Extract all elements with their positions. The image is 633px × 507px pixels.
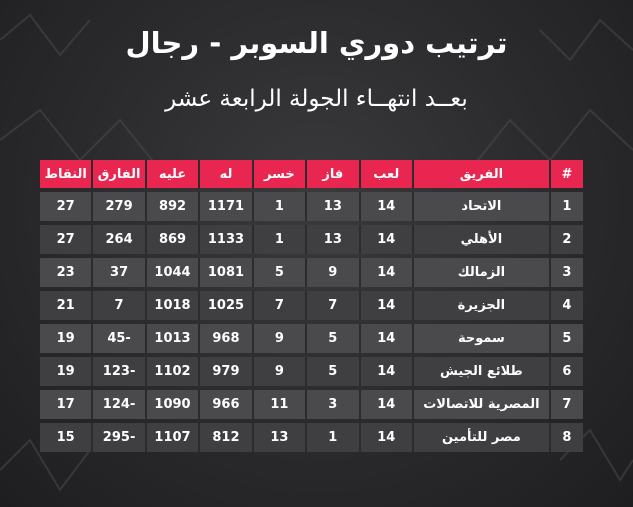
col-header-points-against: عليه xyxy=(144,160,199,188)
cell-difference: 7 xyxy=(91,291,145,320)
cell-played: 14 xyxy=(358,225,412,254)
cell-points: 27 xyxy=(40,225,92,254)
cell-points: 17 xyxy=(40,390,92,419)
page-title: ترتيب دوري السوبر - رجال xyxy=(125,26,508,60)
cell-lost: 5 xyxy=(251,258,306,287)
col-header-difference: الفارق xyxy=(91,160,145,188)
cell-team: طلائع الجيش xyxy=(411,357,549,386)
cell-won: 9 xyxy=(305,258,359,287)
cell-won: 13 xyxy=(305,192,359,221)
col-header-won: فاز xyxy=(305,160,359,188)
col-header-points-for: له xyxy=(198,160,252,188)
page-subtitle: بعــد انتهــاء الجولة الرابعة عشر xyxy=(165,86,468,112)
table-row: 5 سموحة 14 5 9 968 1013 -45 19 xyxy=(40,324,583,353)
table-row: 7 المصرية للاتصالات 14 3 11 966 1090 -12… xyxy=(40,390,583,419)
cell-points-for: 1171 xyxy=(198,192,252,221)
cell-played: 14 xyxy=(358,324,412,353)
cell-difference: 37 xyxy=(91,258,145,287)
table-row: 3 الزمالك 14 9 5 1081 1044 37 23 xyxy=(40,258,583,287)
cell-points: 19 xyxy=(40,324,92,353)
cell-points-for: 968 xyxy=(198,324,252,353)
cell-difference: 279 xyxy=(91,192,145,221)
cell-team: المصرية للاتصالات xyxy=(411,390,549,419)
cell-points-against: 869 xyxy=(144,225,199,254)
table-row: 4 الجزيرة 14 7 7 1025 1018 7 21 xyxy=(40,291,583,320)
cell-points-for: 1133 xyxy=(198,225,252,254)
cell-points: 15 xyxy=(40,423,92,452)
col-header-rank: # xyxy=(548,160,583,188)
cell-played: 14 xyxy=(358,258,412,287)
cell-lost: 9 xyxy=(251,357,306,386)
cell-difference: 264 xyxy=(91,225,145,254)
cell-points-for: 979 xyxy=(198,357,252,386)
cell-points-against: 1018 xyxy=(144,291,199,320)
cell-points: 23 xyxy=(40,258,92,287)
table-header-row: # الفريق لعب فاز خسر له عليه الفارق النق… xyxy=(40,160,583,188)
cell-points-for: 1025 xyxy=(198,291,252,320)
cell-difference: -45 xyxy=(91,324,145,353)
cell-played: 14 xyxy=(358,423,412,452)
cell-team: مصر للتأمين xyxy=(411,423,549,452)
cell-played: 14 xyxy=(358,390,412,419)
cell-team: الزمالك xyxy=(411,258,549,287)
cell-played: 14 xyxy=(358,192,412,221)
cell-lost: 1 xyxy=(251,225,306,254)
col-header-points: النقاط xyxy=(40,160,92,188)
cell-difference: -124 xyxy=(91,390,145,419)
cell-rank: 8 xyxy=(548,423,583,452)
cell-lost: 7 xyxy=(251,291,306,320)
table-row: 6 طلائع الجيش 14 5 9 979 1102 -123 19 xyxy=(40,357,583,386)
cell-points: 19 xyxy=(40,357,92,386)
cell-points-for: 1081 xyxy=(198,258,252,287)
col-header-lost: خسر xyxy=(251,160,306,188)
cell-points-for: 966 xyxy=(198,390,252,419)
cell-points: 27 xyxy=(40,192,92,221)
cell-won: 5 xyxy=(305,357,359,386)
cell-points-against: 892 xyxy=(144,192,199,221)
cell-points-against: 1107 xyxy=(144,423,199,452)
cell-team: الاتحاد xyxy=(411,192,549,221)
col-header-team: الفريق xyxy=(411,160,549,188)
cell-difference: -123 xyxy=(91,357,145,386)
cell-points-against: 1102 xyxy=(144,357,199,386)
cell-rank: 5 xyxy=(548,324,583,353)
cell-difference: -295 xyxy=(91,423,145,452)
col-header-played: لعب xyxy=(358,160,412,188)
cell-won: 13 xyxy=(305,225,359,254)
cell-points: 21 xyxy=(40,291,92,320)
cell-won: 1 xyxy=(305,423,359,452)
standings-table: # الفريق لعب فاز خسر له عليه الفارق النق… xyxy=(40,156,583,456)
cell-rank: 3 xyxy=(548,258,583,287)
table-row: 1 الاتحاد 14 13 1 1171 892 279 27 xyxy=(40,192,583,221)
table-row: 8 مصر للتأمين 14 1 13 812 1107 -295 15 xyxy=(40,423,583,452)
cell-points-against: 1090 xyxy=(144,390,199,419)
cell-team: سموحة xyxy=(411,324,549,353)
cell-rank: 6 xyxy=(548,357,583,386)
cell-team: الجزيرة xyxy=(411,291,549,320)
cell-rank: 1 xyxy=(548,192,583,221)
table-row: 2 الأهلي 14 13 1 1133 869 264 27 xyxy=(40,225,583,254)
cell-points-against: 1013 xyxy=(144,324,199,353)
cell-lost: 13 xyxy=(251,423,306,452)
cell-played: 14 xyxy=(358,291,412,320)
cell-points-for: 812 xyxy=(198,423,252,452)
cell-won: 3 xyxy=(305,390,359,419)
cell-rank: 7 xyxy=(548,390,583,419)
cell-rank: 4 xyxy=(548,291,583,320)
cell-won: 7 xyxy=(305,291,359,320)
cell-lost: 1 xyxy=(251,192,306,221)
cell-points-against: 1044 xyxy=(144,258,199,287)
cell-played: 14 xyxy=(358,357,412,386)
cell-team: الأهلي xyxy=(411,225,549,254)
cell-rank: 2 xyxy=(548,225,583,254)
cell-lost: 11 xyxy=(251,390,306,419)
cell-lost: 9 xyxy=(251,324,306,353)
cell-won: 5 xyxy=(305,324,359,353)
